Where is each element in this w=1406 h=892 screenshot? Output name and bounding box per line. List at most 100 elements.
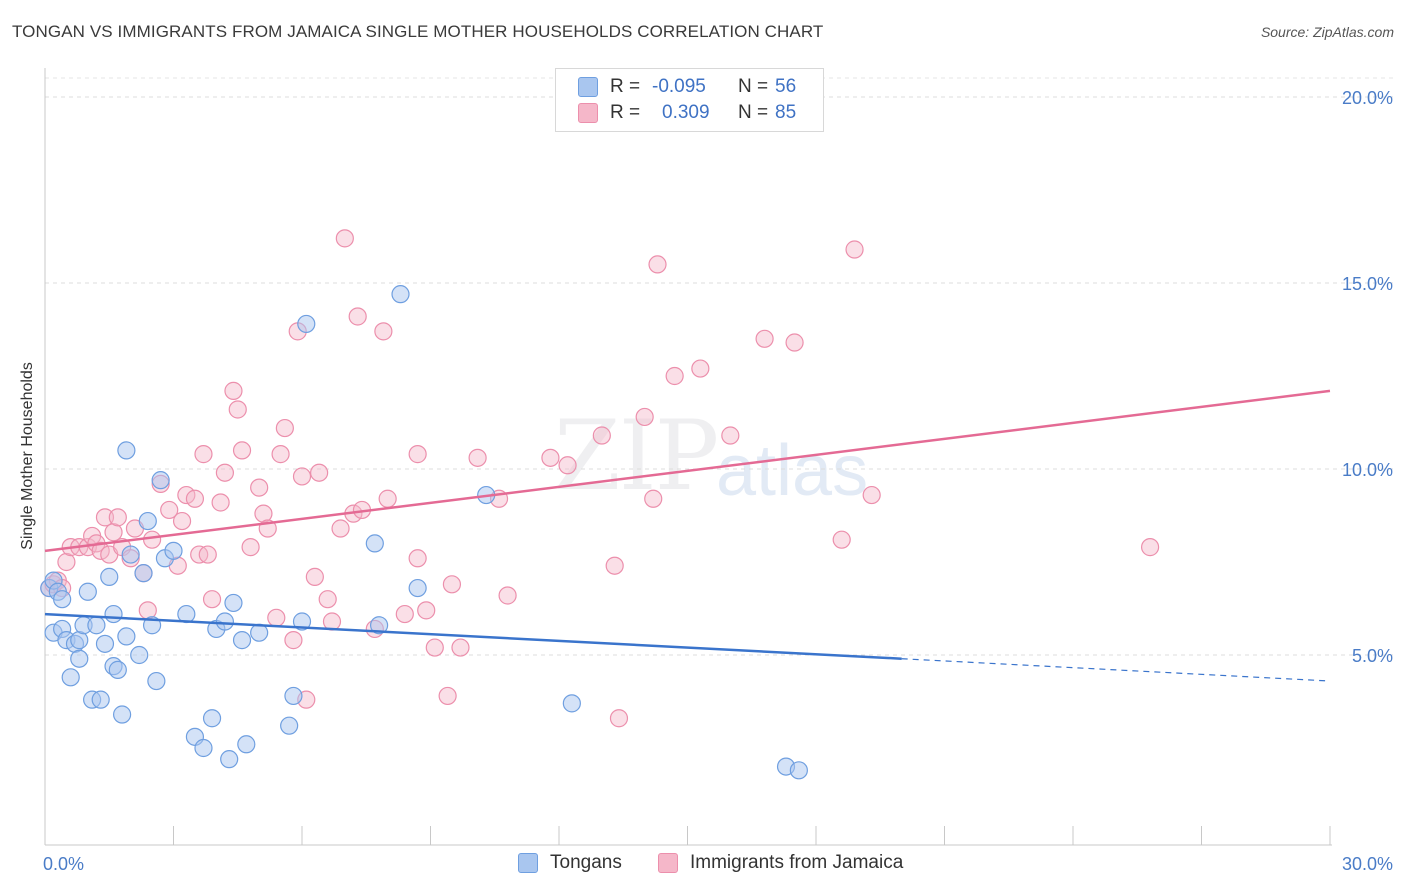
series-immigrants-from-jamaica <box>40 229 1160 728</box>
legend-label: Immigrants from Jamaica <box>690 852 904 873</box>
data-point-jamaica <box>609 709 629 728</box>
data-point-jamaica <box>198 545 217 564</box>
source-label: Source: ZipAtlas.com <box>1260 24 1394 40</box>
data-point-tongans <box>220 750 239 769</box>
data-point-jamaica <box>691 359 710 378</box>
legend-item-tongans: Tongans <box>518 852 622 874</box>
data-point-jamaica <box>172 511 192 531</box>
data-point-jamaica <box>425 638 444 657</box>
data-point-jamaica <box>202 590 222 609</box>
n-value: 85 <box>775 102 797 123</box>
data-point-tongans <box>100 567 119 586</box>
data-point-tongans <box>194 738 213 758</box>
data-point-jamaica <box>331 519 350 538</box>
data-point-jamaica <box>228 400 247 419</box>
y-tick-label: 5.0% <box>1352 646 1393 666</box>
data-point-jamaica <box>322 612 342 631</box>
data-point-tongans <box>408 578 427 598</box>
data-point-jamaica <box>845 240 864 259</box>
data-point-tongans <box>215 612 234 631</box>
data-point-jamaica <box>160 500 179 520</box>
data-point-tongans <box>70 649 89 668</box>
data-point-tongans <box>138 511 157 531</box>
legend-label: Tongans <box>550 852 622 873</box>
data-point-tongans <box>297 314 316 334</box>
correlation-legend: R = -0.095 N = 56 R = 0.309 N = 85 <box>555 68 824 132</box>
trend-line-tongans-extension <box>901 658 1331 682</box>
data-point-tongans <box>130 645 149 665</box>
y-tick-label: 10.0% <box>1342 460 1393 480</box>
data-point-jamaica <box>267 608 286 627</box>
y-tick-label: 15.0% <box>1342 274 1393 294</box>
data-point-tongans <box>87 616 106 635</box>
r-label: R = <box>610 102 641 123</box>
n-label: N = <box>738 102 769 123</box>
data-point-tongans <box>117 627 136 646</box>
data-point-tongans <box>202 709 222 728</box>
legend-row-jamaica: R = 0.309 N = 85 <box>578 100 796 126</box>
data-point-jamaica <box>374 322 393 341</box>
data-point-tongans <box>164 541 183 560</box>
r-value: -0.095 <box>652 76 706 97</box>
legend-swatch-tongans <box>518 853 538 873</box>
data-point-jamaica <box>408 549 427 568</box>
data-point-jamaica <box>785 333 804 352</box>
data-point-jamaica <box>605 556 624 575</box>
data-point-tongans <box>134 564 153 583</box>
data-point-tongans <box>280 716 299 735</box>
data-point-tongans <box>95 634 115 653</box>
data-point-jamaica <box>57 552 76 572</box>
data-point-tongans <box>224 593 243 613</box>
data-point-jamaica <box>254 504 273 523</box>
data-point-jamaica <box>721 426 740 445</box>
data-point-tongans <box>789 761 808 780</box>
legend-swatch-jamaica <box>658 853 678 873</box>
data-point-tongans <box>78 582 97 601</box>
data-point-jamaica <box>185 489 205 508</box>
data-point-jamaica <box>104 523 123 542</box>
data-point-jamaica <box>348 307 367 326</box>
legend-swatch-tongans <box>578 77 598 97</box>
data-point-jamaica <box>592 426 611 445</box>
data-point-jamaica <box>215 463 234 482</box>
data-point-tongans <box>232 631 252 650</box>
data-point-jamaica <box>648 255 667 274</box>
data-point-jamaica <box>194 445 213 464</box>
data-point-tongans <box>112 705 132 724</box>
data-point-jamaica <box>378 489 397 508</box>
data-point-tongans <box>91 690 110 709</box>
data-point-jamaica <box>862 485 881 505</box>
data-point-jamaica <box>408 445 427 464</box>
data-point-jamaica <box>665 366 684 386</box>
data-point-tongans <box>117 441 136 460</box>
data-point-tongans <box>365 534 384 553</box>
y-tick-label: 20.0% <box>1342 88 1393 108</box>
data-point-jamaica <box>211 493 230 512</box>
data-point-jamaica <box>275 418 294 438</box>
tick-labels: 5.0% 10.0% 15.0% 20.0% 0.0% 30.0% <box>43 88 1393 874</box>
data-point-tongans <box>53 590 72 609</box>
data-point-tongans <box>121 545 140 564</box>
data-point-jamaica <box>558 456 577 475</box>
data-point-tongans <box>237 735 256 754</box>
data-point-jamaica <box>635 407 654 427</box>
trend-line-tongans <box>44 612 902 660</box>
chart-title: TONGAN VS IMMIGRANTS FROM JAMAICA SINGLE… <box>12 22 824 41</box>
data-point-jamaica <box>310 463 329 482</box>
data-point-jamaica <box>395 604 414 624</box>
data-point-tongans <box>292 612 312 631</box>
data-point-jamaica <box>241 538 260 557</box>
r-label: R = <box>610 76 641 97</box>
data-point-tongans <box>370 616 389 635</box>
r-value: 0.309 <box>662 102 710 123</box>
data-point-tongans <box>108 660 127 679</box>
data-point-jamaica <box>442 575 462 594</box>
data-point-jamaica <box>232 441 252 460</box>
data-point-tongans <box>284 686 303 706</box>
legend-swatch-jamaica <box>578 103 598 123</box>
data-point-jamaica <box>284 631 303 650</box>
data-point-jamaica <box>142 530 162 549</box>
trend-lines <box>44 389 1331 682</box>
data-point-jamaica <box>108 508 127 527</box>
gridlines <box>45 77 1395 656</box>
